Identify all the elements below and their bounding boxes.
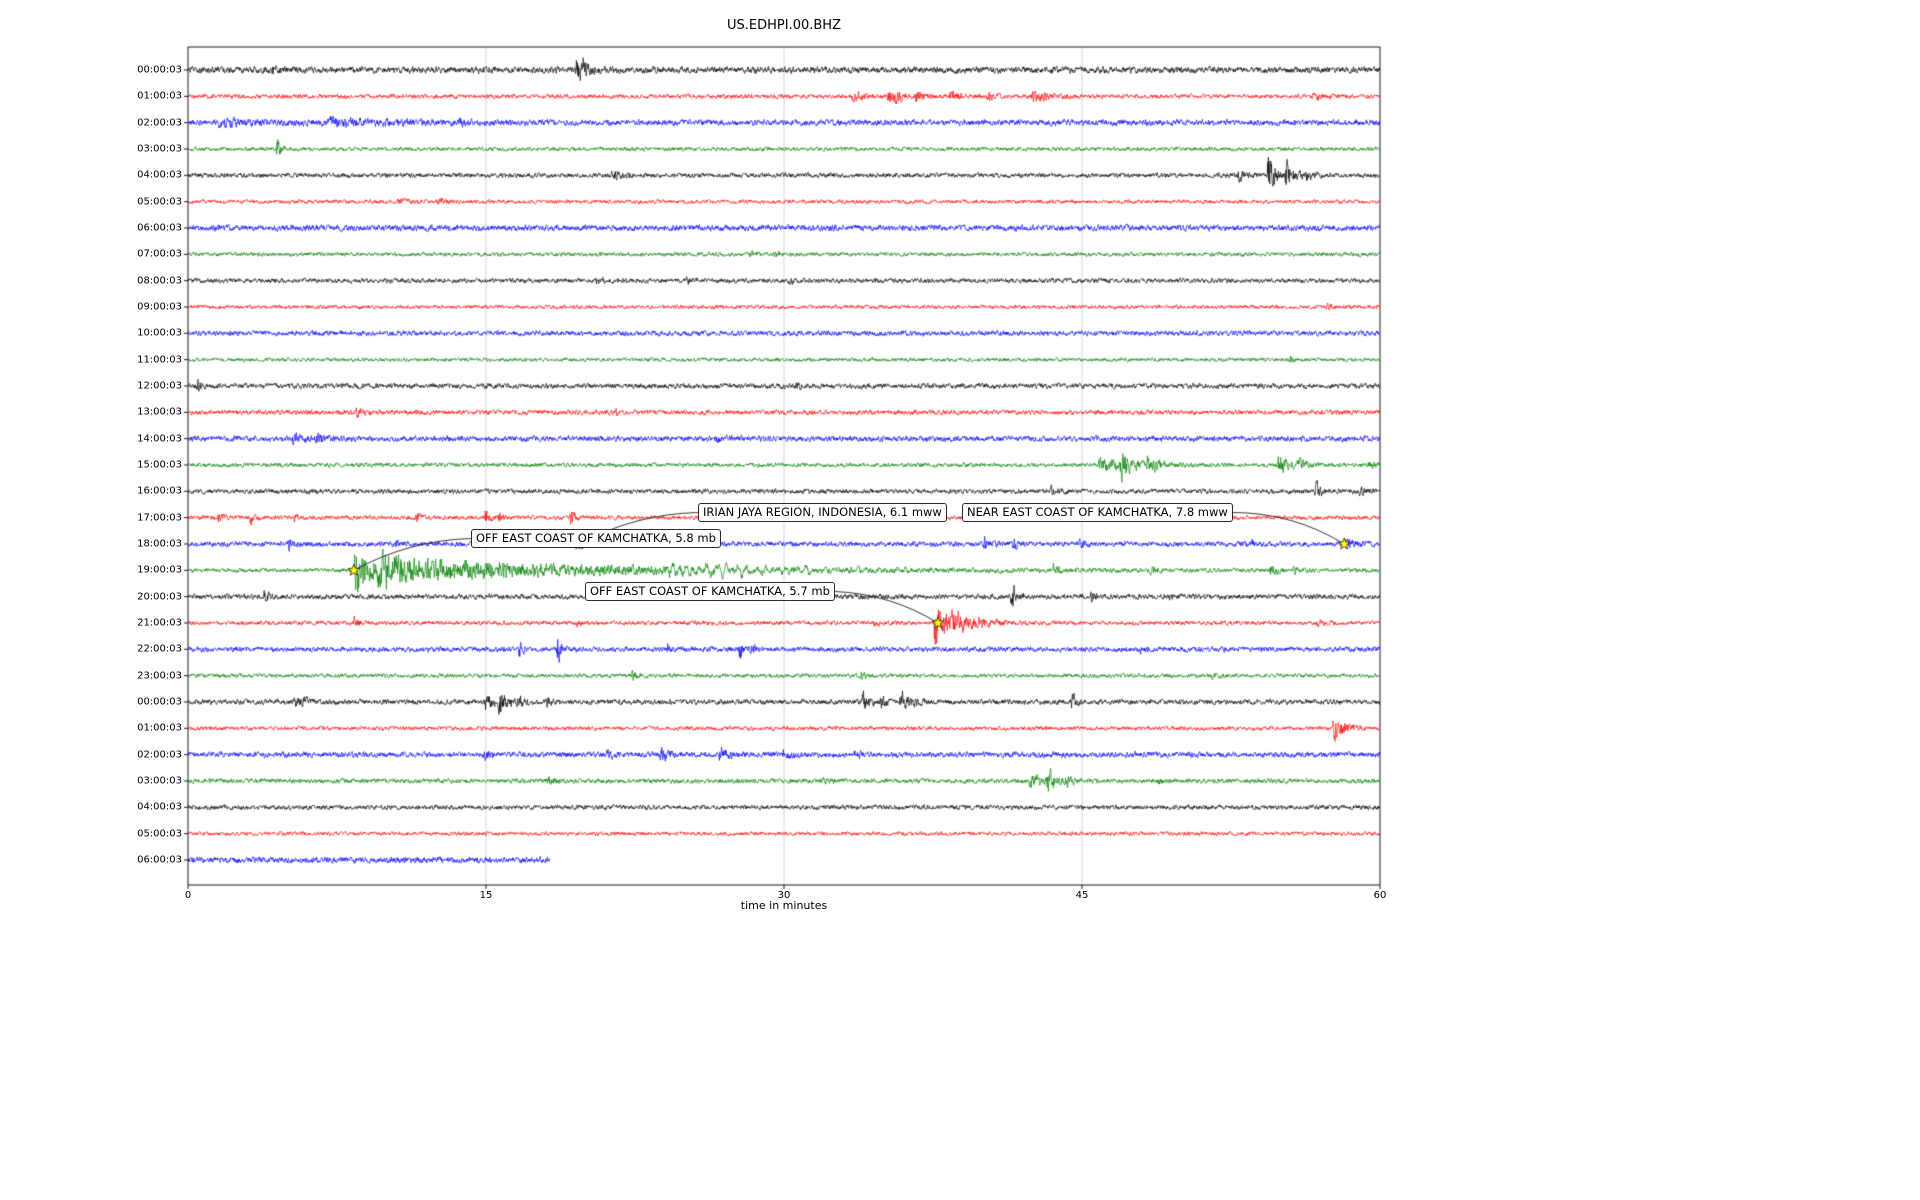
- chart-title: US.EDHPI.00.BHZ: [727, 18, 841, 33]
- annotation-off-east-coast-kamchatka-5.7-mb: OFF EAST COAST OF KAMCHATKA, 5.7 mb: [585, 582, 835, 601]
- y-tick-label: 18:00:03: [137, 538, 182, 550]
- y-tick-label: 06:00:03: [137, 222, 182, 234]
- y-tick-label: 19:00:03: [137, 564, 182, 576]
- y-tick-label: 02:00:03: [137, 117, 182, 129]
- x-tick-label: 60: [1373, 890, 1387, 901]
- y-tick-label: 07:00:03: [137, 248, 182, 260]
- y-tick-label: 23:00:03: [137, 670, 182, 682]
- y-tick-label: 21:00:03: [137, 617, 182, 629]
- y-tick-label: 03:00:03: [137, 775, 182, 787]
- y-tick-label: 04:00:03: [137, 801, 182, 813]
- x-tick-label: 45: [1075, 890, 1089, 901]
- x-tick-label: 30: [777, 890, 791, 901]
- y-tick-label: 02:00:03: [137, 749, 182, 761]
- y-tick-label: 08:00:03: [137, 275, 182, 287]
- y-tick-label: 09:00:03: [137, 301, 182, 313]
- y-tick-label: 05:00:03: [137, 196, 182, 208]
- x-tick-label: 15: [479, 890, 493, 901]
- y-tick-label: 20:00:03: [137, 591, 182, 603]
- y-tick-label: 17:00:03: [137, 512, 182, 524]
- y-tick-label: 04:00:03: [137, 169, 182, 181]
- y-tick-label: 15:00:03: [137, 459, 182, 471]
- annotation-irian-jaya-6.1-mww: IRIAN JAYA REGION, INDONESIA, 6.1 mww: [698, 503, 947, 522]
- y-tick-label: 00:00:03: [137, 696, 182, 708]
- y-tick-label: 05:00:03: [137, 828, 182, 840]
- x-tick-label: 0: [184, 890, 192, 901]
- y-tick-label: 16:00:03: [137, 485, 182, 497]
- y-tick-label: 13:00:03: [137, 406, 182, 418]
- y-tick-label: 22:00:03: [137, 643, 182, 655]
- y-tick-label: 06:00:03: [137, 854, 182, 866]
- annotation-off-east-coast-kamchatka-5.8-mb: OFF EAST COAST OF KAMCHATKA, 5.8 mb: [471, 529, 721, 548]
- y-tick-label: 01:00:03: [137, 90, 182, 102]
- annotation-near-east-coast-kamchatka-7.8-mww: NEAR EAST COAST OF KAMCHATKA, 7.8 mww: [962, 503, 1233, 522]
- y-tick-label: 00:00:03: [137, 64, 182, 76]
- y-tick-label: 01:00:03: [137, 722, 182, 734]
- y-tick-label: 14:00:03: [137, 433, 182, 445]
- y-tick-label: 10:00:03: [137, 327, 182, 339]
- y-tick-label: 03:00:03: [137, 143, 182, 155]
- y-tick-label: 11:00:03: [137, 354, 182, 366]
- x-axis-label: time in minutes: [740, 899, 828, 912]
- y-tick-label: 12:00:03: [137, 380, 182, 392]
